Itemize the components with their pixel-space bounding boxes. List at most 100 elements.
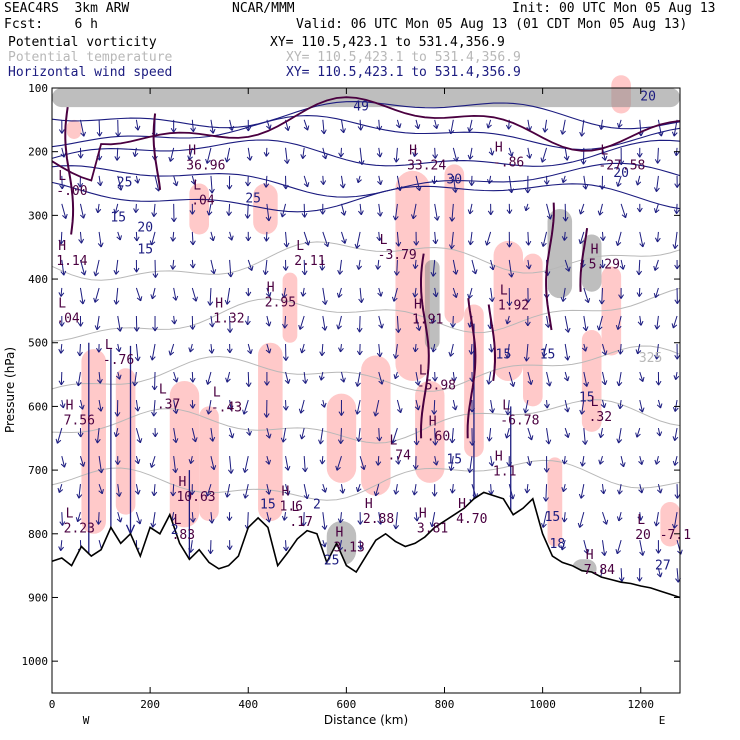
wind-vector-head — [673, 375, 680, 381]
wind-vector — [602, 343, 607, 356]
wind-vector — [322, 147, 327, 159]
wind-vector — [247, 259, 253, 271]
wind-vector-head — [639, 242, 646, 248]
wind-vector-head — [116, 492, 122, 497]
wind-vector-head — [113, 208, 120, 214]
wind-vector-head — [75, 381, 82, 387]
wind-vector-head — [654, 354, 660, 360]
wind-vector — [564, 399, 569, 413]
pv-extremum-value: .74 — [387, 448, 411, 463]
wind-vector — [468, 287, 473, 299]
wind-vector — [79, 399, 84, 410]
wind-vector — [657, 399, 662, 409]
wind-vector-head — [318, 375, 325, 381]
wind-vector-head — [527, 379, 534, 385]
wind-vector-head — [412, 464, 419, 470]
wind-vector — [98, 175, 102, 186]
wind-vector-head — [62, 213, 68, 219]
wind-vector-head — [617, 404, 624, 410]
wind-vector — [266, 512, 270, 523]
wind-vector — [191, 372, 194, 383]
wind-vector — [377, 456, 380, 466]
wind-vector-head — [299, 348, 306, 354]
wind-vector-head — [209, 436, 216, 442]
wind-vector-head — [561, 459, 568, 465]
wind-vector — [600, 119, 603, 130]
wind-vector-head — [672, 436, 679, 442]
wind-vector — [79, 231, 82, 244]
wind-vector-head — [283, 242, 290, 248]
wind-vector-head — [245, 291, 252, 297]
wind-vector-head — [79, 299, 86, 305]
wind-vector-head — [449, 438, 456, 444]
wind-vector — [561, 119, 566, 135]
wind-vector-head — [579, 409, 586, 415]
wind-vector-head — [377, 291, 383, 297]
y-axis-label: Pressure (hPa) — [3, 347, 17, 433]
wind-vector — [56, 427, 63, 444]
wind-vector-head — [448, 466, 455, 471]
wind-vector — [395, 512, 398, 530]
wind-vector — [527, 427, 533, 441]
wind-vector — [322, 175, 324, 185]
wind-vector — [79, 287, 84, 305]
wind-vector — [601, 540, 606, 556]
wind-vector — [396, 119, 401, 129]
wind-vector-head — [265, 433, 272, 439]
wind-vector-head — [509, 381, 516, 387]
wind-vector-head — [508, 151, 514, 157]
wind-vector — [322, 483, 326, 493]
wind-vector-head — [524, 206, 530, 212]
wind-vector — [173, 315, 176, 325]
wind-vector-head — [77, 153, 84, 159]
wind-speed-label: 2 — [171, 523, 179, 538]
wind-vector-head — [228, 235, 234, 241]
wind-vector-head — [656, 431, 663, 437]
wind-vector-head — [302, 467, 308, 473]
wind-vector-head — [228, 125, 235, 131]
wind-vector — [452, 287, 457, 298]
wind-vector-head — [412, 152, 418, 157]
wind-vector-head — [321, 325, 328, 331]
pv-extremum-marker: L — [600, 144, 608, 159]
wind-vector — [414, 287, 417, 298]
wind-vector — [247, 315, 249, 325]
wind-vector-head — [282, 184, 289, 190]
wind-vector — [172, 231, 175, 242]
wind-vector-head — [357, 125, 364, 131]
wind-vector — [191, 287, 197, 302]
wind-vector — [135, 484, 139, 495]
pv-extremum-value: .17 — [289, 515, 312, 530]
wind-vector-head — [79, 461, 86, 467]
wind-vector-head — [58, 348, 65, 354]
wind-vector — [583, 287, 589, 303]
pv-contour — [545, 202, 555, 331]
wind-vector-head — [358, 210, 364, 216]
wind-speed-contour — [51, 181, 681, 213]
wind-vector — [191, 259, 194, 269]
wind-vector-head — [560, 297, 567, 302]
wind-vector-head — [526, 461, 533, 467]
pv-extremum-marker: L — [296, 239, 304, 254]
wind-vector-head — [245, 181, 251, 187]
wind-vector-head — [393, 489, 400, 495]
wind-vector — [618, 484, 622, 495]
wind-vector — [415, 512, 418, 522]
wind-vector — [434, 119, 438, 129]
wind-vector-head — [393, 157, 400, 163]
wind-vector-head — [115, 132, 122, 137]
wind-vector — [264, 259, 268, 275]
wind-vector-head — [579, 461, 586, 467]
wind-speed-label: 25 — [324, 553, 340, 568]
wind-vector-head — [430, 347, 437, 353]
wind-vector — [339, 259, 342, 275]
wind-vector-head — [299, 434, 306, 440]
wind-vector — [583, 540, 588, 554]
wind-vector-head — [125, 524, 136, 535]
wind-vector — [490, 147, 493, 156]
wind-vector-head — [596, 325, 603, 331]
theta-label: 325 — [639, 351, 662, 366]
wind-vector-head — [80, 270, 87, 276]
wind-vector — [581, 119, 585, 137]
wind-vector — [266, 343, 271, 354]
